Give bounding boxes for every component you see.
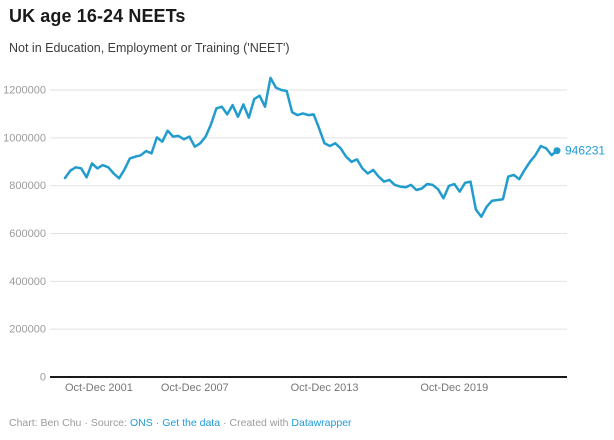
end-value-label: 946231: [565, 144, 605, 158]
footer-get-data-link[interactable]: Get the data: [162, 417, 221, 429]
footer-separator: ·: [84, 417, 88, 429]
line-chart-svg: 0 200000 400000 600000 800000 1000000 1200000 O…: [3, 76, 605, 394]
y-axis-tick-label: 200000: [9, 324, 46, 336]
x-axis-tick-label: Oct-Dec 2001: [65, 382, 133, 394]
x-axis-tick-label: Oct-Dec 2013: [291, 382, 359, 394]
chart-subtitle: Not in Education, Employment or Training…: [9, 41, 290, 55]
y-axis-tick-label: 600000: [9, 228, 46, 240]
footer-byline: Chart: Ben Chu: [9, 417, 82, 429]
y-axis-tick-label: 400000: [9, 276, 46, 288]
x-axis-tick-label: Oct-Dec 2007: [161, 382, 229, 394]
footer-source-link[interactable]: ONS: [129, 417, 153, 429]
footer-separator: ·: [155, 417, 160, 429]
chart-footer: Chart: Ben Chu · Source: ONS · Get the data ·…: [9, 417, 352, 429]
y-axis-tick-label: 1200000: [3, 85, 46, 97]
y-axis-tick-label: 0: [40, 372, 46, 384]
y-axis-tick-label: 1000000: [3, 132, 46, 144]
chart-title: UK age 16-24 NEETs: [9, 6, 186, 26]
neet-data-line: [63, 76, 559, 219]
footer-separator: ·: [223, 417, 227, 429]
y-axis-tick-label: 800000: [9, 180, 46, 192]
footer-created-with-label: Created with: [229, 417, 289, 429]
footer-datawrapper-link[interactable]: Datawrapper: [291, 417, 352, 429]
end-point-marker: [553, 147, 561, 155]
x-axis-tick-label: Oct-Dec 2019: [420, 382, 488, 394]
footer-source-label: Source:: [90, 417, 128, 429]
